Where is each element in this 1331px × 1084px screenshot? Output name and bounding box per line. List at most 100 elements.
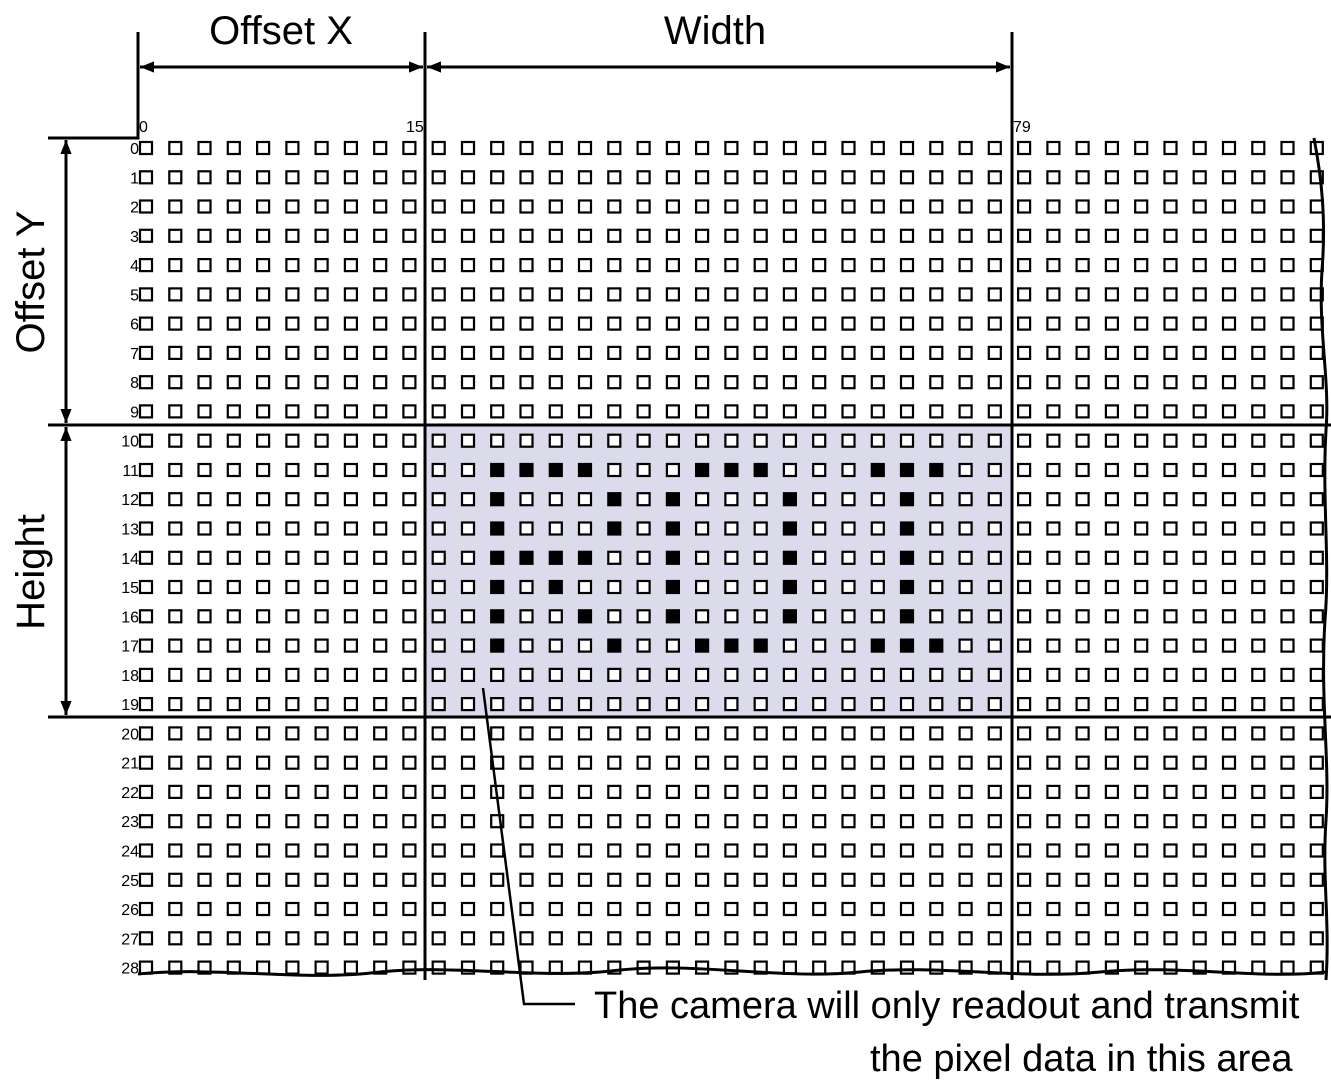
pixel: [1251, 287, 1266, 302]
pixel: [343, 726, 358, 741]
pixel-filled: [929, 638, 944, 653]
pixel: [929, 316, 944, 331]
pixel: [519, 287, 534, 302]
pixel: [1192, 140, 1207, 156]
pixel: [285, 228, 300, 243]
pixel: [1251, 316, 1266, 331]
pixel: [168, 579, 183, 595]
pixel: [929, 696, 944, 712]
pixel: [1134, 345, 1149, 360]
pixel: [1134, 872, 1149, 887]
pixel: [1280, 140, 1295, 156]
pixel: [343, 931, 358, 946]
pixel: [694, 696, 710, 712]
row-label: 5: [130, 287, 139, 304]
pixel: [226, 696, 241, 712]
pixel: [929, 140, 944, 156]
pixel: [958, 931, 973, 946]
pixel: [987, 814, 1002, 829]
pixel: [1046, 492, 1061, 507]
pixel: [285, 638, 300, 653]
pixel: [197, 609, 212, 624]
pixel: [1075, 492, 1090, 507]
pixel: [1192, 638, 1207, 653]
pixel-filled: [490, 638, 505, 653]
pixel: [1075, 287, 1090, 302]
pixel: [1251, 960, 1266, 975]
pixel: [1251, 667, 1266, 683]
pixel: [899, 199, 915, 214]
pixel: [1016, 345, 1032, 360]
pixel: [841, 462, 856, 478]
pixel: [1280, 345, 1295, 360]
pixel: [1016, 521, 1032, 536]
pixel: [899, 872, 915, 887]
pixel: [1075, 521, 1090, 536]
pixel: [929, 170, 944, 185]
column-tick-0: 0: [139, 119, 148, 136]
pixel: [138, 521, 154, 536]
pixel: [1192, 579, 1207, 595]
pixel: [138, 170, 154, 185]
pixel: [812, 287, 827, 302]
pixel: [373, 140, 388, 156]
pixel: [138, 433, 154, 448]
pixel: [1309, 345, 1324, 360]
pixel: [929, 667, 944, 683]
pixel: [782, 316, 798, 331]
pixel: [1251, 638, 1266, 653]
pixel: [197, 345, 212, 360]
pixel: [460, 345, 476, 360]
pixel: [841, 726, 856, 741]
pixel: [782, 404, 798, 419]
pixel: [1280, 726, 1295, 741]
pixel: [343, 140, 358, 156]
pixel: [812, 726, 827, 741]
pixel: [314, 550, 329, 565]
pixel: [782, 433, 798, 448]
pixel: [1046, 755, 1061, 770]
pixel: [373, 931, 388, 946]
pixel: [577, 287, 593, 302]
pixel: [402, 872, 417, 887]
pixel: [577, 316, 593, 331]
pixel: [168, 901, 183, 917]
pixel: [226, 931, 241, 946]
pixel: [753, 667, 768, 683]
pixel: [753, 404, 768, 419]
pixel: [1075, 609, 1090, 624]
pixel: [694, 784, 710, 800]
pixel: [519, 609, 534, 624]
pixel: [460, 316, 476, 331]
pixel: [1016, 140, 1032, 156]
pixel: [431, 258, 446, 273]
pixel: [138, 140, 154, 156]
pixel: [665, 199, 681, 214]
pixel: [431, 550, 446, 565]
pixel: [987, 462, 1002, 478]
pixel: [1192, 667, 1207, 683]
pixel: [314, 843, 329, 858]
pixel: [1221, 433, 1237, 448]
pixel: [314, 667, 329, 683]
pixel: [577, 579, 593, 595]
pixel: [1221, 843, 1237, 858]
pixel: [929, 521, 944, 536]
pixel: [1075, 345, 1090, 360]
pixel: [724, 931, 739, 946]
row-label: 1: [130, 170, 139, 187]
pixel: [870, 609, 885, 624]
pixel: [285, 814, 300, 829]
pixel: [636, 755, 651, 770]
pixel-grid: [138, 140, 1324, 975]
pixel: [373, 579, 388, 595]
pixel: [460, 228, 476, 243]
pixel: [168, 316, 183, 331]
pixel: [1192, 258, 1207, 273]
pixel: [460, 199, 476, 214]
pixel: [929, 784, 944, 800]
pixel: [431, 521, 446, 536]
pixel: [1134, 931, 1149, 946]
pixel: [1221, 375, 1237, 390]
pixel: [343, 375, 358, 390]
